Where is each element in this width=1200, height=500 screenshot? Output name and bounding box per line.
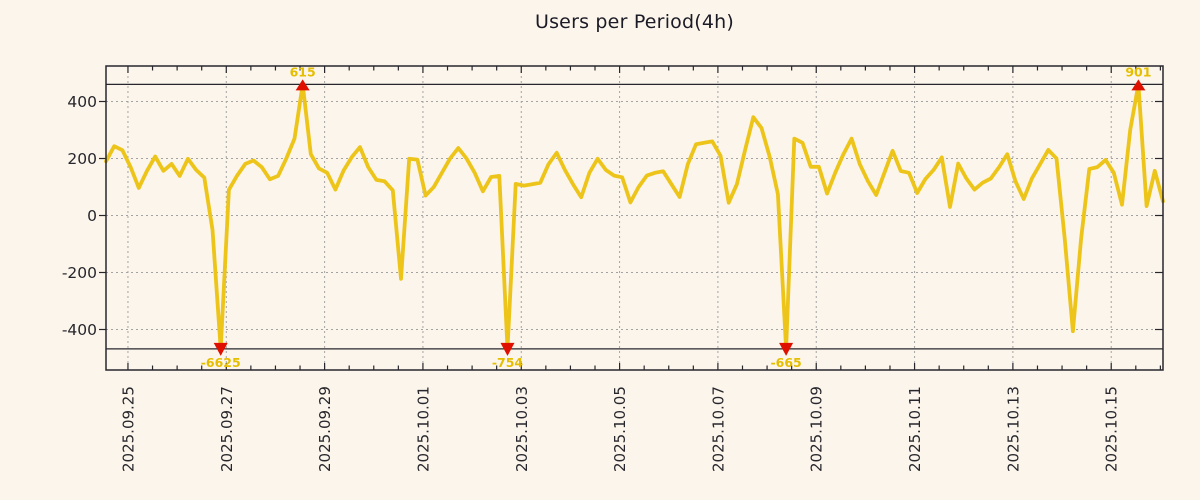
peak-marker-icon (1131, 79, 1146, 91)
plot-border (105, 65, 1164, 371)
peak-marker-icon (295, 79, 310, 91)
trough-annotation-label: -665 (770, 355, 801, 370)
x-tick-label: 2025.10.07 (709, 386, 727, 472)
x-tick-label: 2025.10.09 (808, 386, 826, 472)
x-tick-label: 2025.10.15 (1103, 386, 1121, 472)
y-tick-label: -200 (62, 264, 97, 282)
y-tick-label: 200 (67, 150, 97, 168)
y-tick-label: 0 (87, 207, 97, 225)
trough-annotation-label: -754 (492, 355, 524, 370)
x-tick-label: 2025.10.01 (414, 386, 432, 472)
peak-annotation-label: 615 (290, 64, 316, 79)
x-tick-label: 2025.10.03 (513, 386, 531, 472)
y-tick-label: 400 (67, 93, 97, 111)
x-tick-label: 2025.10.13 (1004, 386, 1022, 472)
chart-title: Users per Period(4h) (534, 11, 735, 33)
x-tick-label: 2025.09.27 (218, 386, 236, 472)
y-tick-label: -400 (62, 321, 97, 339)
trough-marker-icon (500, 342, 515, 356)
x-tick-label: 2025.10.05 (611, 386, 629, 472)
trough-marker-icon (213, 342, 228, 356)
x-tick-label: 2025.09.29 (316, 386, 334, 472)
x-tick-label: 2025.09.25 (119, 386, 137, 472)
trough-marker-icon (779, 342, 794, 356)
trough-annotation-label: -6625 (201, 355, 241, 370)
series-line (104, 82, 1165, 351)
x-tick-label: 2025.10.11 (906, 386, 924, 472)
peak-annotation-label: 901 (1125, 64, 1151, 79)
